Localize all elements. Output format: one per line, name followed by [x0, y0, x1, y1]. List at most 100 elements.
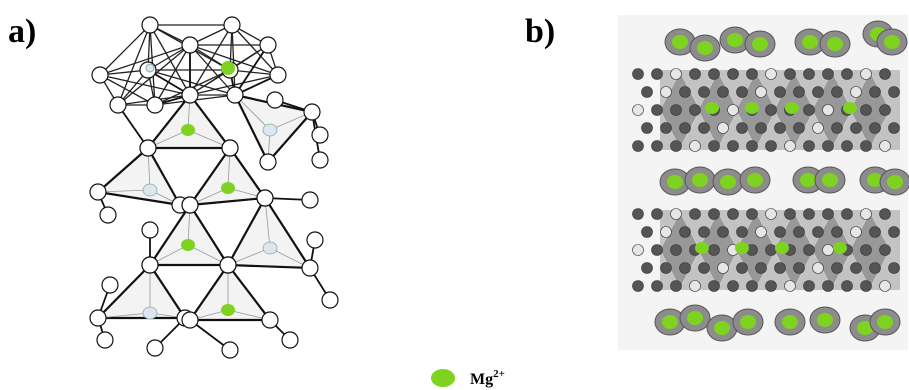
anion	[227, 87, 243, 103]
atom	[728, 141, 739, 152]
atom	[794, 87, 805, 98]
anion	[147, 97, 163, 113]
cation	[672, 35, 688, 49]
atom	[756, 227, 767, 238]
anion	[322, 292, 338, 308]
anion	[267, 92, 283, 108]
anion	[182, 37, 198, 53]
cation	[785, 102, 799, 114]
anion	[302, 192, 318, 208]
atom	[823, 245, 834, 256]
atom	[728, 209, 739, 220]
cation	[687, 311, 703, 325]
atom	[671, 69, 682, 80]
anion	[224, 17, 240, 33]
anion	[142, 257, 158, 273]
cation	[887, 175, 903, 189]
atom	[633, 281, 644, 292]
atom	[870, 263, 881, 274]
cation	[692, 173, 708, 187]
atom	[747, 69, 758, 80]
atom	[756, 123, 767, 134]
cation	[221, 61, 235, 75]
atom	[842, 141, 853, 152]
atom	[851, 227, 862, 238]
atom	[652, 209, 663, 220]
polyhedron-face	[228, 198, 310, 268]
atom	[832, 123, 843, 134]
cation	[221, 182, 235, 194]
cation	[775, 242, 789, 254]
atom	[861, 69, 872, 80]
atom	[823, 141, 834, 152]
cation	[263, 242, 277, 254]
atom	[709, 141, 720, 152]
atom	[642, 227, 653, 238]
atom	[804, 245, 815, 256]
cation	[143, 307, 157, 319]
atom	[690, 105, 701, 116]
atom	[880, 105, 891, 116]
panel-label: b)	[525, 13, 555, 50]
cation	[714, 321, 730, 335]
atom	[889, 87, 900, 98]
atom	[880, 281, 891, 292]
anion	[282, 332, 298, 348]
atom	[661, 227, 672, 238]
panel-label: a)	[8, 13, 36, 50]
atom	[633, 69, 644, 80]
cation	[705, 102, 719, 114]
cation	[782, 315, 798, 329]
atom	[699, 123, 710, 134]
atom	[642, 87, 653, 98]
atom	[861, 209, 872, 220]
atom	[785, 69, 796, 80]
atom	[880, 245, 891, 256]
anion	[220, 257, 236, 273]
anion	[90, 184, 106, 200]
cation	[181, 124, 195, 136]
cation	[667, 175, 683, 189]
cation	[221, 304, 235, 316]
anion	[262, 312, 278, 328]
anion	[102, 277, 118, 293]
atom	[718, 123, 729, 134]
atom	[889, 227, 900, 238]
atom	[804, 209, 815, 220]
anion	[222, 342, 238, 358]
cation	[695, 242, 709, 254]
anion	[307, 232, 323, 248]
atom	[813, 263, 824, 274]
atom	[851, 123, 862, 134]
cation	[745, 102, 759, 114]
atom	[785, 141, 796, 152]
atom	[680, 263, 691, 274]
atom	[870, 227, 881, 238]
atom	[823, 105, 834, 116]
anion	[260, 37, 276, 53]
anion	[90, 310, 106, 326]
atom	[737, 123, 748, 134]
atom	[804, 141, 815, 152]
atom	[737, 87, 748, 98]
anion	[142, 17, 158, 33]
atom	[766, 141, 777, 152]
atom	[870, 87, 881, 98]
atom	[718, 227, 729, 238]
atom	[880, 209, 891, 220]
cation	[697, 41, 713, 55]
atom	[861, 141, 872, 152]
anion	[182, 87, 198, 103]
cation	[843, 102, 857, 114]
anion	[140, 140, 156, 156]
atom	[728, 281, 739, 292]
atom	[699, 227, 710, 238]
atom	[794, 227, 805, 238]
atom	[880, 69, 891, 80]
atom	[728, 105, 739, 116]
atom	[633, 209, 644, 220]
polyhedron-face	[190, 148, 265, 205]
cation	[800, 173, 816, 187]
cation	[181, 239, 195, 251]
figure: a) b) Mg2+	[0, 0, 909, 390]
